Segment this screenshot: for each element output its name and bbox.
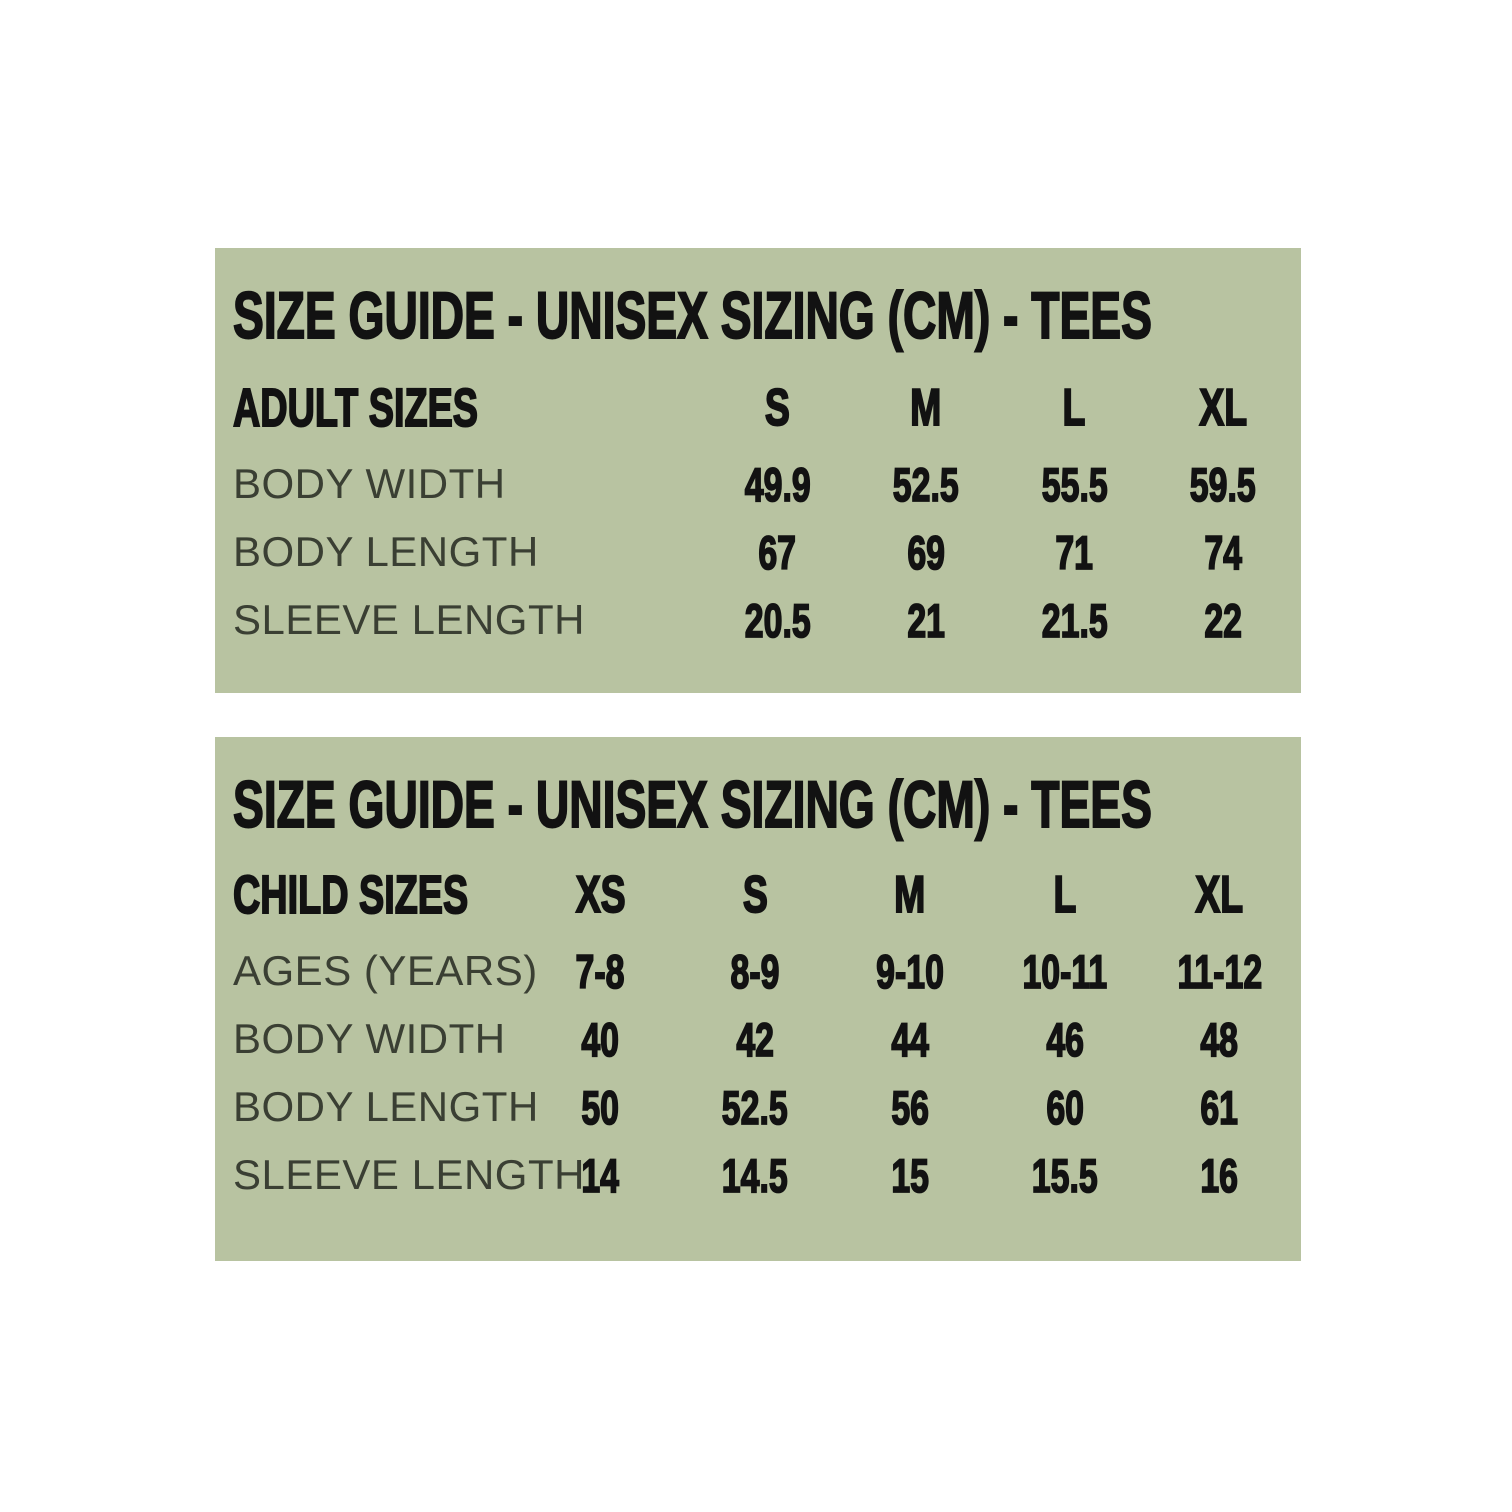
table-cell: 48: [1200, 1012, 1239, 1067]
table-cell: 71: [1055, 525, 1094, 580]
table-cell: 55.5: [1041, 457, 1108, 512]
child-column-header-l: L: [1053, 865, 1077, 925]
table-cell: 69: [906, 525, 945, 580]
table-cell: 56: [891, 1080, 930, 1135]
adult-size-table: ADULT SIZES S M L XL BODY WIDTH 49.9 52.…: [232, 366, 1297, 654]
adult-column-header-s: S: [764, 378, 790, 438]
table-cell: 52.5: [722, 1080, 789, 1135]
table-cell: 14.5: [722, 1148, 789, 1203]
child-size-table: CHILD SIZES XS S M L XL AGES (YEARS) 7-8…: [232, 853, 1297, 1209]
table-cell: 21: [906, 593, 945, 648]
adult-panel-title-text: SIZE GUIDE - UNISEX SIZING (CM) - TEES: [232, 278, 1152, 352]
child-column-header-m: M: [894, 865, 927, 925]
table-cell: 52.5: [892, 457, 959, 512]
table-cell: 15.5: [1031, 1148, 1098, 1203]
child-row-label-body-length: BODY LENGTH: [233, 1083, 539, 1130]
table-cell: 49.9: [744, 457, 811, 512]
child-size-guide-panel: SIZE GUIDE - UNISEX SIZING (CM) - TEES C…: [215, 737, 1301, 1261]
child-column-header-xs: XS: [575, 865, 626, 925]
adult-row-label-body-length: BODY LENGTH: [233, 528, 539, 575]
adult-row-label-body-width: BODY WIDTH: [233, 460, 506, 507]
adult-column-header-xl: XL: [1198, 378, 1247, 438]
table-cell: 21.5: [1041, 593, 1108, 648]
adult-panel-title: SIZE GUIDE - UNISEX SIZING (CM) - TEES: [232, 278, 1297, 352]
child-table-corner-header: CHILD SIZES: [232, 864, 469, 926]
table-cell: 16: [1200, 1148, 1239, 1203]
table-cell: 60: [1045, 1080, 1084, 1135]
adult-column-header-l: L: [1062, 378, 1086, 438]
table-cell: 20.5: [744, 593, 811, 648]
child-row-label-sleeve-length: SLEEVE LENGTH: [233, 1151, 585, 1198]
table-cell: 7-8: [575, 944, 625, 999]
table-cell: 14: [581, 1148, 620, 1203]
table-cell: 9-10: [875, 944, 944, 999]
child-row-label-ages: AGES (YEARS): [233, 947, 538, 994]
table-cell: 44: [891, 1012, 930, 1067]
table-cell: 67: [758, 525, 797, 580]
table-cell: 15: [891, 1148, 930, 1203]
table-cell: 8-9: [730, 944, 780, 999]
table-cell: 11-12: [1177, 944, 1263, 999]
table-cell: 10-11: [1022, 944, 1108, 999]
table-cell: 22: [1203, 593, 1242, 648]
adult-size-guide-panel: SIZE GUIDE - UNISEX SIZING (CM) - TEES A…: [215, 248, 1301, 693]
adult-column-header-m: M: [909, 378, 942, 438]
child-row-label-body-width: BODY WIDTH: [233, 1015, 506, 1062]
table-cell: 61: [1200, 1080, 1239, 1135]
child-column-header-xl: XL: [1195, 865, 1244, 925]
child-panel-title-text: SIZE GUIDE - UNISEX SIZING (CM) - TEES: [232, 767, 1152, 841]
table-cell: 40: [581, 1012, 620, 1067]
table-cell: 46: [1045, 1012, 1084, 1067]
table-cell: 50: [581, 1080, 620, 1135]
table-cell: 74: [1203, 525, 1242, 580]
child-column-header-s: S: [742, 865, 768, 925]
adult-row-label-sleeve-length: SLEEVE LENGTH: [233, 596, 585, 643]
child-panel-title: SIZE GUIDE - UNISEX SIZING (CM) - TEES: [232, 767, 1297, 841]
table-cell: 59.5: [1189, 457, 1256, 512]
adult-table-corner-header: ADULT SIZES: [232, 377, 478, 439]
table-cell: 42: [736, 1012, 775, 1067]
